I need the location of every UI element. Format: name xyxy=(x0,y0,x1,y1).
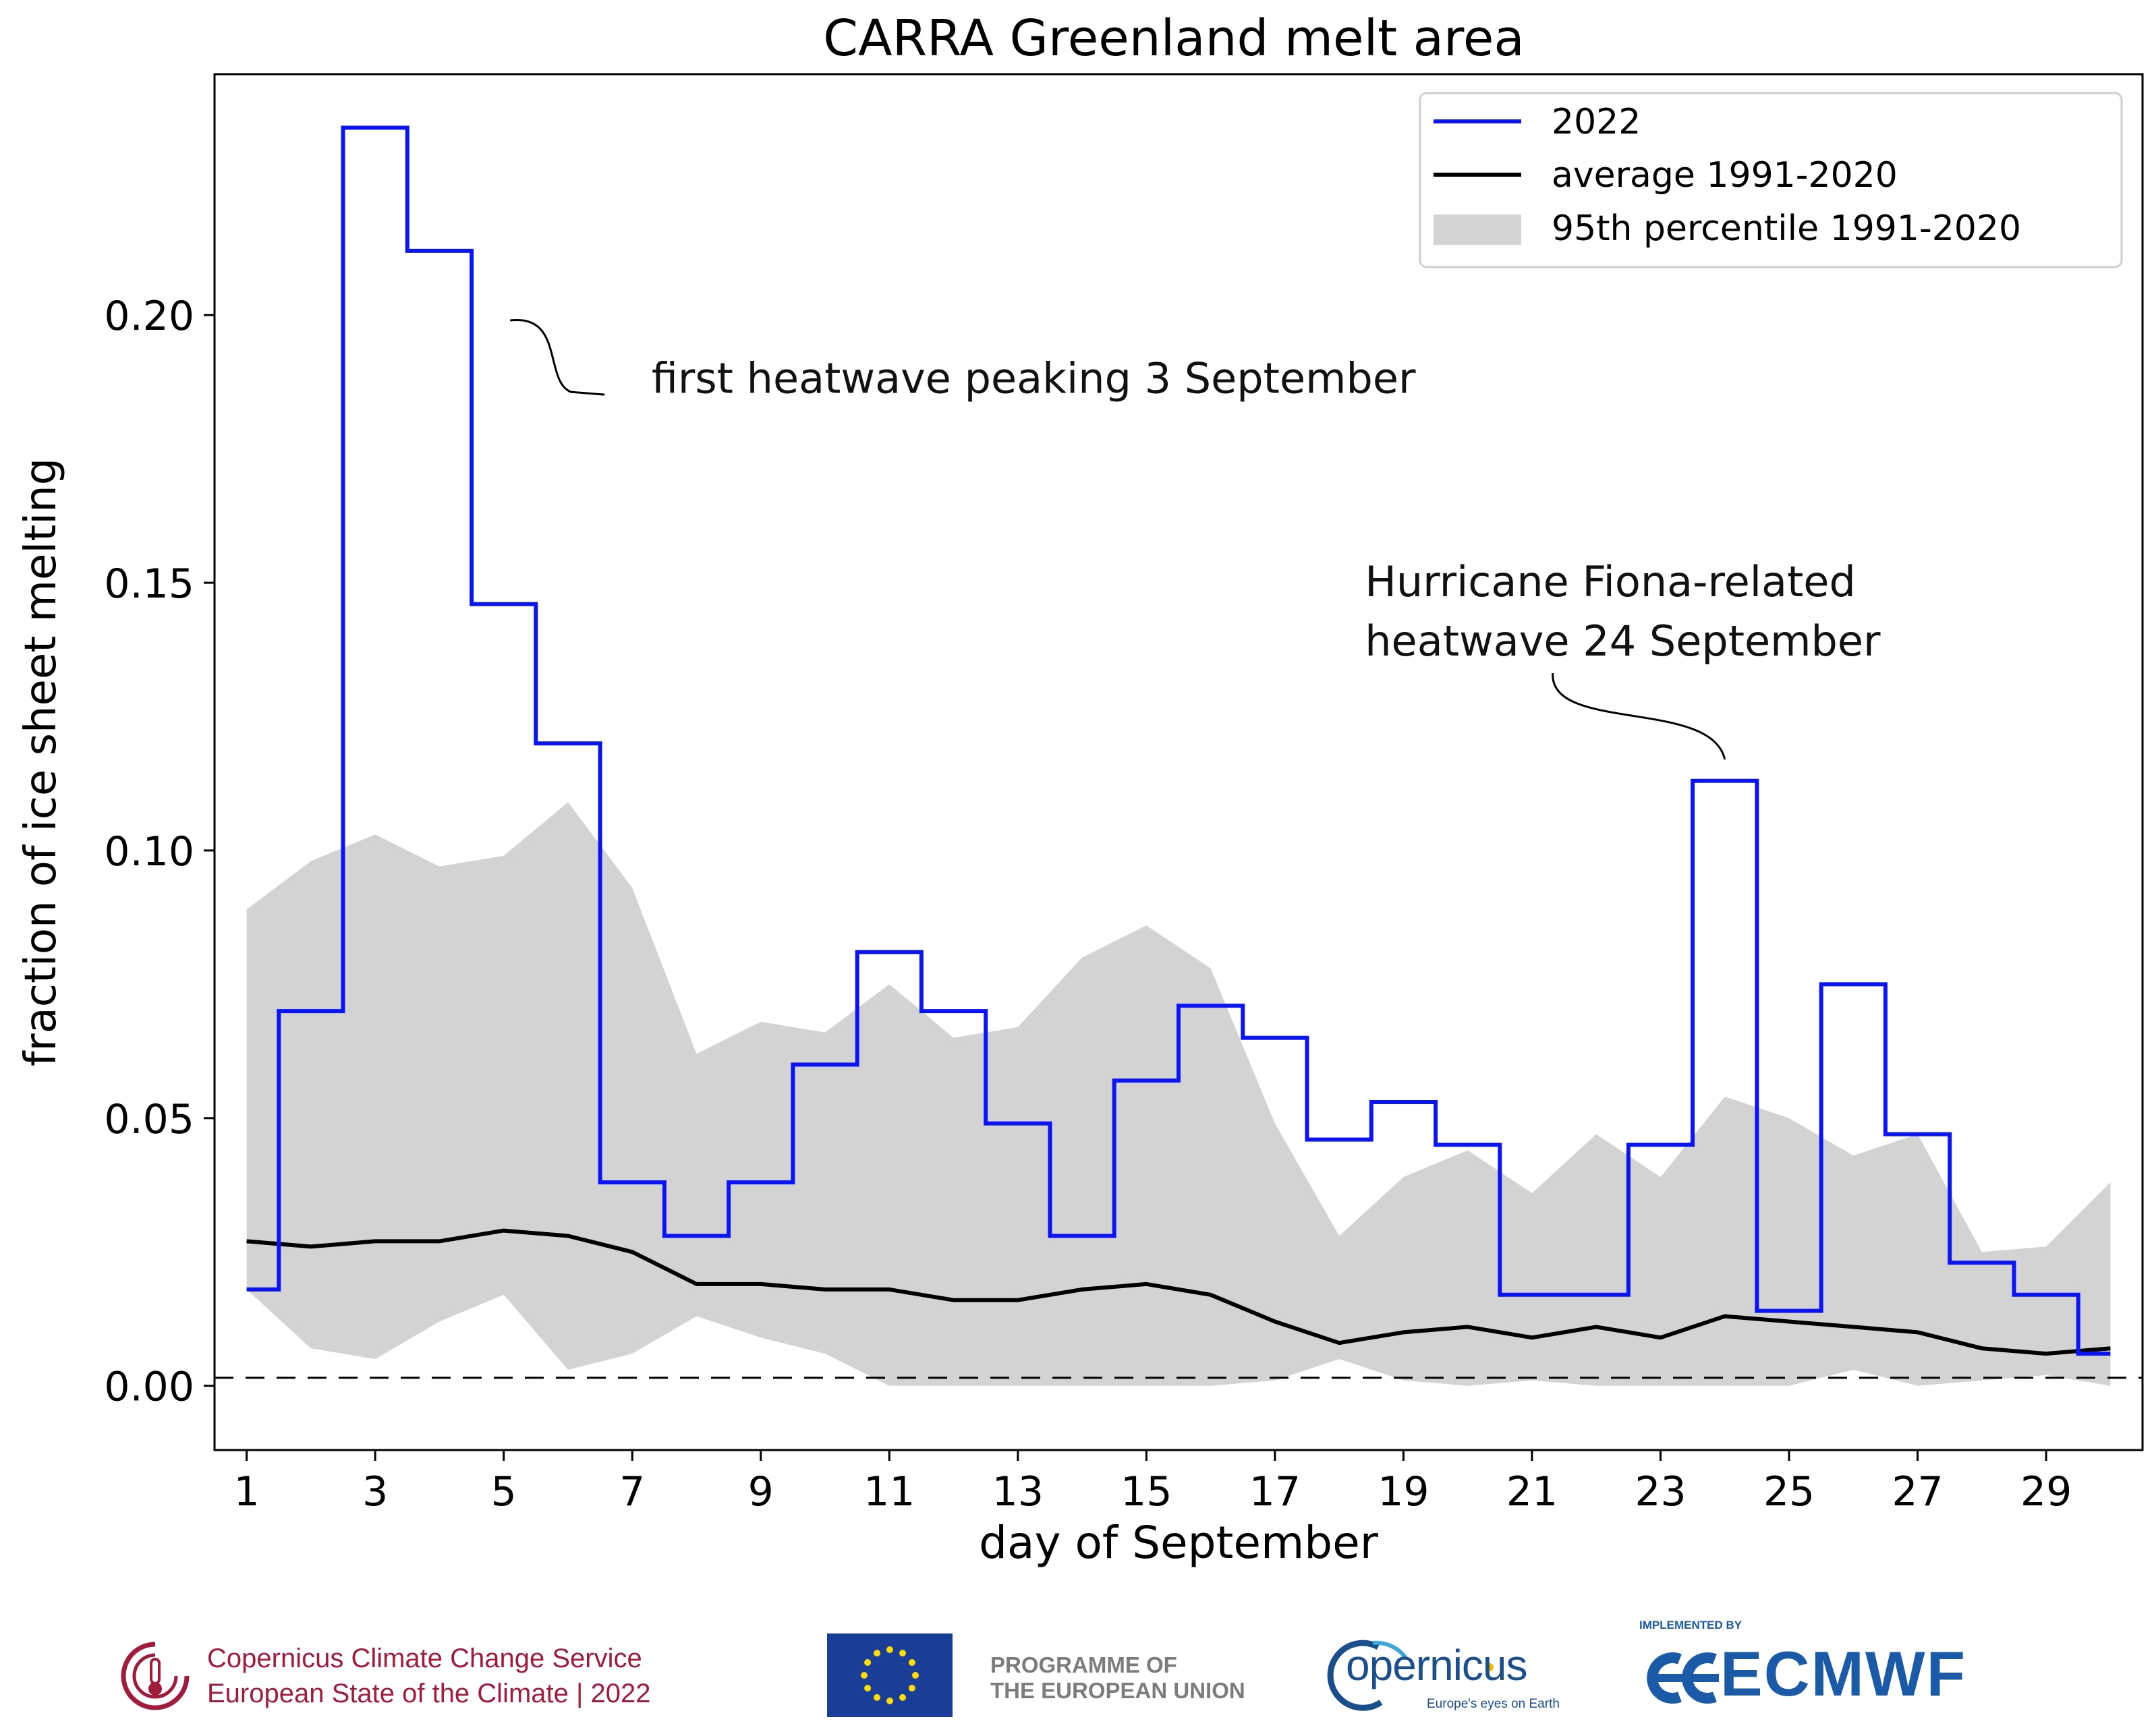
x-tick-label: 13 xyxy=(992,1468,1044,1515)
eu-flag xyxy=(827,1633,953,1717)
legend-box xyxy=(1419,92,2123,268)
eu-line-2: THE EUROPEAN UNION xyxy=(990,1678,1245,1703)
eu-star-icon xyxy=(861,1672,868,1679)
x-tick-label: 17 xyxy=(1249,1468,1301,1515)
annotation-hurricane-fiona-line: Hurricane Fiona-related xyxy=(1365,557,1856,606)
eu-star-icon xyxy=(912,1672,919,1679)
y-tick-label: 0.05 xyxy=(104,1096,194,1143)
x-tick-label: 9 xyxy=(748,1468,774,1515)
copernicus-logo: opernicus Europe's eyes on Earth xyxy=(1326,1632,1568,1720)
x-tick-label: 1 xyxy=(234,1468,260,1515)
copernicus-tagline: Europe's eyes on Earth xyxy=(1427,1697,1560,1711)
annotation-first-heatwave-connector xyxy=(510,319,605,396)
legend-swatch-percentile xyxy=(1434,214,1521,245)
y-tick-label: 0.00 xyxy=(104,1364,194,1411)
eu-programme-label: PROGRAMME OF THE EUROPEAN UNION xyxy=(990,1652,1245,1704)
eu-stars-icon xyxy=(861,1646,919,1704)
average-line xyxy=(246,1228,2111,1356)
y-tick-label: 0.15 xyxy=(104,560,194,608)
eu-star-icon xyxy=(899,1650,906,1657)
legend-label-2022: 2022 xyxy=(1552,102,1641,142)
eu-star-icon xyxy=(874,1694,880,1701)
x-tick-label: 3 xyxy=(362,1468,388,1515)
footer-logos: Copernicus Climate Change Service Europe… xyxy=(0,1592,2154,1736)
x-tick-label: 27 xyxy=(1892,1468,1943,1515)
eu-star-icon xyxy=(908,1659,915,1666)
c3s-logo: Copernicus Climate Change Service Europe… xyxy=(118,1639,650,1713)
percentile-band xyxy=(246,802,2111,1386)
copernicus-wordmark: opernicus xyxy=(1346,1641,1527,1689)
plot-area xyxy=(215,125,2143,1386)
eu-star-icon xyxy=(886,1646,893,1653)
annotation-first-heatwave: first heatwave peaking 3 September xyxy=(652,353,1416,403)
ecmwf-implemented-by: IMPLEMENTED BY xyxy=(1639,1619,1742,1631)
eu-star-icon xyxy=(908,1685,915,1691)
legend: 2022 average 1991-2020 95th percentile 1… xyxy=(1419,92,2123,268)
legend-label-average: average 1991-2020 xyxy=(1552,155,1898,196)
x-axis-label: day of September xyxy=(979,1517,1379,1569)
ecmwf-symbol-icon xyxy=(1647,1652,1719,1704)
c3s-line-1: Copernicus Climate Change Service xyxy=(207,1644,642,1673)
x-tick-label: 25 xyxy=(1763,1468,1815,1515)
y-tick-label: 0.10 xyxy=(104,828,194,875)
eu-line-1: PROGRAMME OF xyxy=(990,1652,1177,1677)
melt-area-chart: CARRA Greenland melt area 1 3 5 7 9 11 13 15 17 1… xyxy=(16,9,2144,1569)
c3s-thermometer-icon xyxy=(121,1642,190,1710)
x-tick-label: 7 xyxy=(619,1468,645,1515)
x-axis: 1 3 5 7 9 11 13 15 17 19 21 23 25 27 29 xyxy=(234,1450,2072,1515)
x-tick-label: 23 xyxy=(1635,1468,1686,1515)
x-tick-label: 21 xyxy=(1506,1468,1558,1515)
x-tick-label: 29 xyxy=(2020,1468,2072,1515)
copernicus-c-icon xyxy=(1327,1640,1494,1711)
ecmwf-logo: IMPLEMENTED BY ECMWF xyxy=(1639,1619,2004,1720)
annotations: first heatwave peaking 3 September Hurric… xyxy=(510,319,1881,760)
c3s-line-2: European State of the Climate | 2022 xyxy=(207,1679,651,1708)
plot-frame xyxy=(213,73,2144,1451)
y-axis-label: fraction of ice sheet melting xyxy=(16,458,66,1067)
eu-star-icon xyxy=(874,1650,880,1657)
chart-title: CARRA Greenland melt area xyxy=(823,9,1524,67)
eu-star-icon xyxy=(864,1659,872,1666)
x-tick-label: 5 xyxy=(491,1468,517,1515)
annotation-hurricane-fiona-line: heatwave 24 September xyxy=(1365,616,1881,666)
eu-star-icon xyxy=(864,1685,872,1691)
eu-star-icon xyxy=(886,1698,893,1704)
y-axis: 0.00 0.05 0.10 0.15 0.20 xyxy=(104,293,215,1411)
x-tick-label: 15 xyxy=(1121,1468,1172,1515)
y-tick-label: 0.20 xyxy=(104,293,194,340)
x-tick-label: 11 xyxy=(863,1468,915,1515)
eu-star-icon xyxy=(899,1694,906,1701)
ecmwf-wordmark: ECMWF xyxy=(1720,1638,1967,1709)
annotation-hurricane-fiona-connector xyxy=(1552,672,1726,760)
legend-label-percentile: 95th percentile 1991-2020 xyxy=(1552,208,2021,249)
series-2022-step-line xyxy=(246,125,2111,1356)
x-tick-label: 19 xyxy=(1378,1468,1429,1515)
